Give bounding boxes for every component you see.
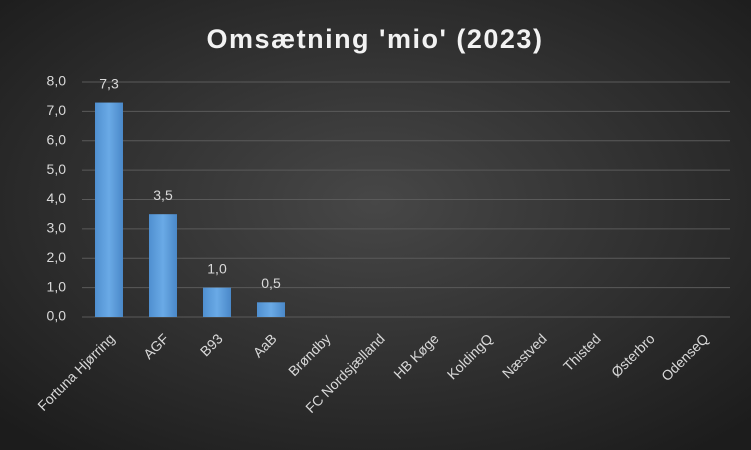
y-tick-label: 7,0 [47,102,67,118]
y-tick-label: 4,0 [47,190,67,206]
data-label: 0,5 [261,275,281,291]
y-tick-label: 1,0 [47,278,67,294]
y-tick-label: 6,0 [47,131,67,147]
bar [257,302,285,317]
y-tick-label: 8,0 [47,73,67,89]
chart-title: Omsætning 'mio' (2023) [207,24,544,54]
data-label: 1,0 [207,260,227,276]
y-tick-label: 3,0 [47,220,67,236]
data-label: 3,5 [153,187,173,203]
y-tick-label: 5,0 [47,161,67,177]
bar [149,214,177,317]
y-tick-label: 0,0 [47,308,67,324]
y-tick-label: 2,0 [47,249,67,265]
bar [203,287,231,317]
bar [95,102,123,317]
data-label: 7,3 [99,75,119,91]
